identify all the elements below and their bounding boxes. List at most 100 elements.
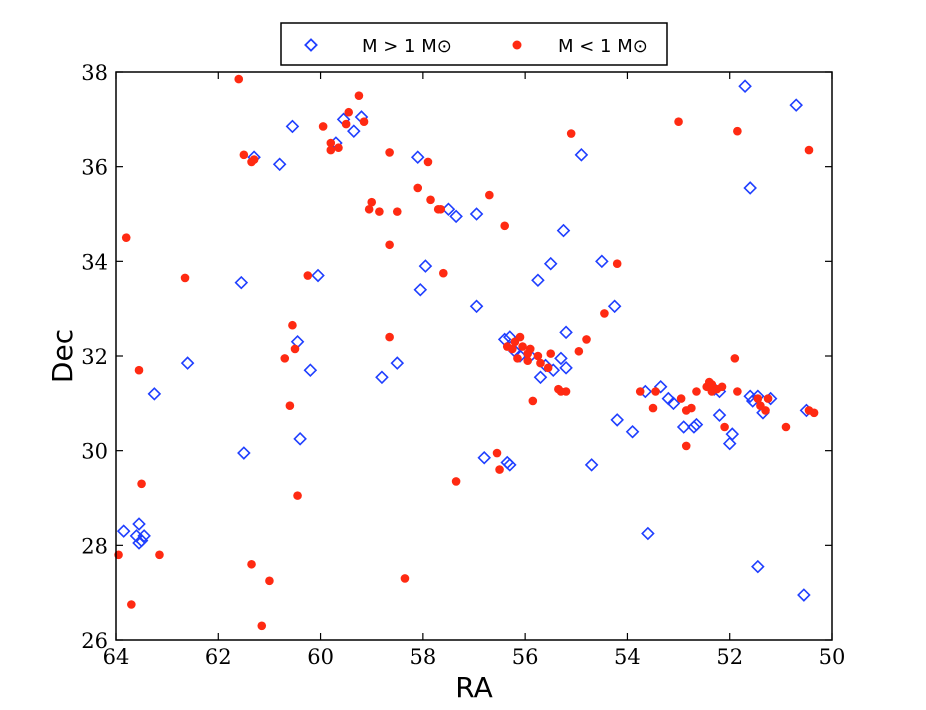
data-point-low-mass (303, 271, 313, 280)
data-point-low-mass (500, 221, 509, 231)
data-point-high-mass (574, 148, 589, 162)
data-point-low-mass (515, 332, 525, 342)
data-point-high-mass (137, 529, 151, 543)
data-point-high-mass (625, 424, 640, 439)
data-point-low-mass (730, 354, 740, 363)
data-points (114, 74, 819, 631)
data-point-low-mass (155, 550, 164, 560)
data-point-low-mass (359, 117, 369, 126)
data-point-low-mass (485, 190, 494, 200)
data-point-high-mass (666, 396, 681, 411)
data-point-low-mass (648, 403, 658, 413)
data-point-high-mass (559, 361, 573, 375)
data-point-high-mass (132, 517, 146, 531)
legend-label-low-mass: M < 1 M⊙ (558, 36, 648, 57)
data-point-low-mass (809, 408, 819, 418)
data-point-high-mass (311, 268, 325, 283)
data-point-low-mass (293, 491, 302, 500)
data-point-low-mass (234, 74, 244, 84)
data-point-low-mass (561, 387, 571, 396)
data-point-low-mass (413, 183, 423, 193)
data-point-high-mass (743, 181, 757, 195)
data-point-high-mass (418, 259, 433, 273)
data-point-high-mass (347, 124, 361, 138)
data-point-low-mass (385, 148, 394, 157)
data-point-low-mass (375, 207, 384, 216)
data-point-high-mass (503, 458, 517, 472)
data-point-high-mass (661, 391, 676, 406)
data-point-low-mass (523, 356, 532, 366)
data-point-high-mass (543, 256, 558, 271)
data-point-high-mass (449, 209, 463, 224)
data-point-low-mass (687, 403, 696, 413)
x-tick-label: 56 (512, 645, 539, 669)
data-point-high-mass (234, 275, 249, 290)
data-point-low-mass (367, 197, 377, 207)
data-point-high-mass (595, 254, 609, 269)
data-point-low-mass (257, 621, 267, 631)
data-point-high-mass (469, 207, 484, 221)
data-point-high-mass (134, 533, 149, 548)
y-tick-label: 36 (81, 156, 108, 180)
data-point-low-mass (717, 382, 727, 392)
data-point-high-mass (751, 559, 765, 574)
axis-ticks: 64 62 60 58 56 54 52 50 26 28 30 32 34 36 38 (81, 61, 845, 669)
x-tick-label: 62 (205, 645, 232, 669)
data-point-low-mass (364, 204, 374, 214)
data-point-high-mass (743, 389, 757, 404)
data-point-low-mass (612, 259, 622, 269)
data-point-low-mass (439, 268, 448, 278)
data-point-high-mass (272, 157, 287, 172)
data-point-low-mass (280, 354, 290, 363)
data-point-high-mass (410, 150, 425, 164)
data-point-low-mass (600, 309, 609, 318)
data-point-low-mass (265, 576, 274, 586)
data-point-high-mass (116, 524, 131, 538)
data-point-low-mass (127, 600, 136, 609)
x-tick-label: 60 (307, 645, 334, 669)
data-point-high-mass (712, 408, 727, 422)
legend-marker-low-mass (512, 40, 522, 50)
data-point-low-mass (513, 354, 522, 363)
data-point-low-mass (137, 479, 146, 489)
data-point-low-mass (423, 157, 433, 167)
data-point-low-mass (518, 342, 527, 351)
data-point-low-mass (733, 387, 742, 396)
y-tick-label: 38 (81, 61, 108, 85)
data-point-low-mass (761, 406, 770, 415)
data-point-low-mass (288, 320, 297, 330)
x-tick-label: 52 (716, 645, 743, 669)
legend-label-high-mass: M > 1 M⊙ (362, 36, 452, 57)
data-point-low-mass (676, 394, 686, 403)
data-point-low-mass (354, 91, 364, 100)
data-point-low-mass (385, 332, 394, 342)
data-point-low-mass (692, 387, 701, 396)
data-point-low-mass (249, 155, 259, 164)
data-point-low-mass (121, 233, 131, 242)
data-point-low-mass (804, 145, 814, 155)
y-tick-label: 30 (81, 440, 108, 464)
data-point-low-mass (508, 344, 517, 354)
data-point-high-mass (610, 413, 624, 427)
y-tick-label: 32 (81, 345, 108, 369)
data-point-low-mass (326, 138, 336, 148)
data-point-low-mass (533, 351, 543, 361)
data-point-high-mass (554, 351, 568, 366)
data-point-low-mass (392, 207, 402, 216)
y-tick-label: 28 (81, 534, 108, 558)
data-point-low-mass (546, 349, 556, 358)
data-point-high-mass (738, 79, 752, 93)
legend-box (280, 22, 668, 66)
data-point-low-mass (733, 126, 742, 136)
data-point-high-mass (237, 446, 251, 460)
data-point-high-mass (147, 387, 162, 401)
data-point-low-mass (753, 394, 763, 403)
data-point-low-mass (720, 422, 729, 432)
data-point-low-mass (134, 365, 144, 375)
data-point-high-mass (390, 356, 405, 370)
data-point-high-mass (531, 273, 545, 288)
data-point-low-mass (536, 358, 545, 368)
legend-marker-high-mass (304, 38, 318, 52)
data-point-high-mass (559, 325, 573, 340)
